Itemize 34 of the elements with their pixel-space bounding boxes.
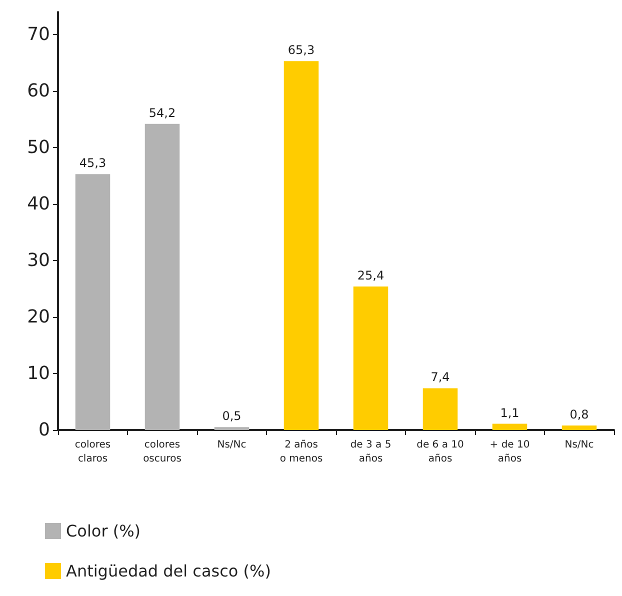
x-tick-label: colores claros [74,440,111,464]
y-tick-label: 20 [27,306,50,328]
x-tick-label: Ns/Nc [564,440,594,450]
bar [492,424,528,430]
data-label: 54,2 [148,106,176,120]
legend-label: Antigüedad del casco (%) [66,562,271,580]
y-tick-label: 0 [38,420,50,440]
x-tick-label: de 3 a 5 años [350,440,392,464]
bar [284,61,319,430]
x-tick-label: 2 años o menos [280,440,323,464]
y-tick-label: 10 [27,363,50,384]
data-label: 7,4 [430,370,450,384]
x-tick-label: de 6 a 10 años [416,440,464,464]
bar [562,425,597,430]
bar [144,124,180,430]
y-tick-label: 50 [27,137,50,158]
x-tick-label: Ns/Nc [217,440,246,450]
bar [214,427,250,430]
bar [353,286,388,430]
data-label: 0,8 [570,407,589,422]
bar [75,174,110,430]
y-tick-label: 30 [27,250,50,272]
y-tick-label: 70 [27,24,50,46]
x-tick-label: colores oscuros [143,440,182,464]
x-tick-label: + de 10 años [490,440,530,464]
data-label: 25,4 [357,268,384,283]
y-tick-label: 40 [27,194,50,215]
data-label: 1,1 [500,406,520,420]
y-tick-label: 60 [27,80,50,102]
bar [422,388,458,430]
data-label: 45,3 [79,156,106,170]
legend-label: Color (%) [66,522,141,540]
data-label: 0,5 [222,409,242,424]
data-label: 65,3 [288,43,315,58]
